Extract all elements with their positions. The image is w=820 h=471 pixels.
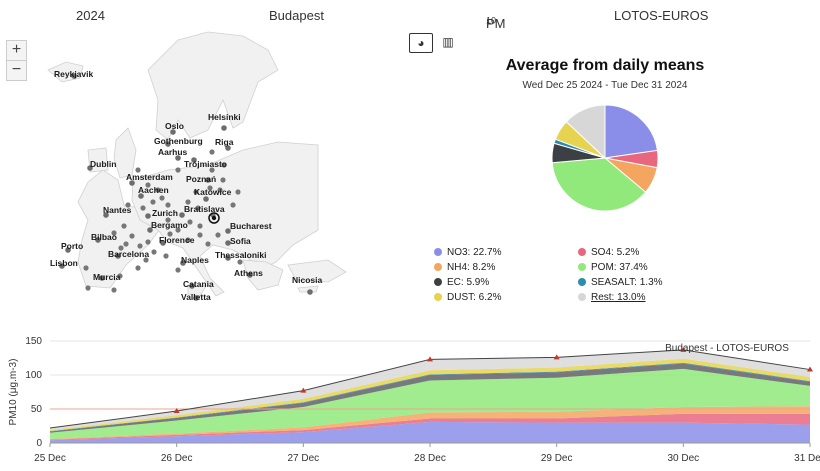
area-chart-title: Budapest - LOTOS-EUROS	[665, 343, 789, 354]
legend-label: NO3: 22.7%	[447, 247, 502, 258]
city-label[interactable]: Catania	[183, 279, 214, 289]
total-marker[interactable]	[173, 408, 180, 414]
city-label[interactable]: Poznań	[186, 174, 216, 184]
total-marker[interactable]	[427, 356, 433, 362]
legend-item[interactable]: SEASALT: 1.3%	[578, 277, 663, 288]
total-marker[interactable]	[553, 354, 560, 360]
city-label[interactable]: Bilbao	[91, 232, 117, 242]
city-label[interactable]: Aachen	[138, 185, 169, 195]
city-label[interactable]: Murcia	[93, 272, 121, 282]
legend-label: POM: 37.4%	[591, 262, 648, 273]
zoom-out-button[interactable]: −	[6, 60, 27, 81]
y-axis-label: PM10 (μg.m-3)	[8, 359, 19, 426]
legend-label: EC: 5.9%	[447, 277, 490, 288]
city-label[interactable]: Reykjavik	[54, 69, 93, 79]
city-label[interactable]: Budapest	[269, 8, 324, 23]
x-tick-label: 26 Dec	[161, 453, 193, 464]
city-label[interactable]: Valletta	[181, 292, 211, 302]
city-label[interactable]: Florence	[159, 235, 195, 245]
pie-slice-rest[interactable]	[565, 104, 606, 160]
legend-item[interactable]: NH4: 8.2%	[434, 262, 495, 273]
total-marker[interactable]	[300, 387, 307, 393]
city-label[interactable]: Dublin	[90, 159, 116, 169]
city-label[interactable]: Nantes	[103, 205, 132, 215]
legend-label: Rest: 13.0%	[591, 292, 646, 303]
pollutant-name: PM	[486, 16, 506, 31]
x-tick-label: 30 Dec	[667, 453, 699, 464]
pollutant-subscript: 10	[486, 15, 497, 26]
legend-item[interactable]: SO4: 5.2%	[578, 247, 639, 258]
city-label[interactable]: Helsinki	[208, 112, 241, 122]
city-label[interactable]: Aarhus	[158, 147, 188, 157]
y-tick-label: 150	[25, 336, 42, 347]
y-tick-label: 0	[36, 438, 42, 449]
legend-item[interactable]: Rest: 13.0%	[578, 292, 645, 303]
city-label[interactable]: Sofia	[230, 236, 251, 246]
year-label[interactable]: 2024	[76, 8, 105, 23]
city-label[interactable]: Oslo	[165, 121, 184, 131]
area-series-dust[interactable]	[50, 358, 810, 432]
city-label[interactable]: Katowice	[194, 187, 232, 197]
city-label[interactable]: Lisbon	[50, 258, 78, 268]
pie-title: Average from daily means	[505, 57, 705, 74]
city-label[interactable]: Bergamo	[151, 220, 188, 230]
y-tick-label: 100	[25, 370, 42, 381]
legend-label: DUST: 6.2%	[447, 292, 502, 303]
legend-label: SO4: 5.2%	[591, 247, 640, 258]
city-label[interactable]: Gothenburg	[154, 136, 203, 146]
pie-slice-pom[interactable]	[551, 157, 647, 212]
area-series-no3[interactable]	[50, 421, 810, 443]
x-tick-label: 25 Dec	[34, 453, 66, 464]
city-label[interactable]: Bucharest	[230, 221, 272, 231]
x-tick-label: 28 Dec	[414, 453, 446, 464]
pie-chart	[551, 104, 659, 212]
area-series-pom[interactable]	[50, 368, 810, 439]
total-marker[interactable]	[807, 366, 813, 372]
legend-label: SEASALT: 1.3%	[591, 277, 663, 288]
pie-subtitle: Wed Dec 25 2024 - Tue Dec 31 2024	[522, 80, 688, 91]
city-label[interactable]: Bratislava	[184, 204, 225, 214]
legend-label: NH4: 8.2%	[447, 262, 496, 273]
area-series-so4[interactable]	[50, 413, 810, 441]
legend-item[interactable]: POM: 37.4%	[578, 262, 648, 273]
city-label[interactable]: Nicosia	[292, 275, 323, 285]
y-tick-label: 50	[31, 404, 43, 415]
city-label[interactable]: Thessaloniki	[215, 250, 267, 260]
legend-item[interactable]: NO3: 22.7%	[434, 247, 501, 258]
x-tick-label: 27 Dec	[287, 453, 319, 464]
zoom-in-button[interactable]: +	[6, 40, 27, 61]
bar-chart-icon[interactable]: ▥	[442, 35, 454, 49]
pie-slice-no3[interactable]	[604, 104, 659, 159]
area-chart: 0 50 100 150 25 Dec 26 Dec 27 Dec 28 Dec 29 Dec 3…	[8, 336, 820, 464]
pie-chart-icon[interactable]: ◕	[409, 33, 433, 53]
city-label[interactable]: Athens	[234, 268, 263, 278]
model-label[interactable]: LOTOS-EUROS	[614, 8, 709, 23]
x-tick-label: 31 Dec	[794, 453, 820, 464]
pollutant-label[interactable]: PM 10	[486, 8, 506, 31]
europe-map[interactable]: Reykjavik Helsinki Oslo Riga GothenburgAarhu…	[28, 30, 348, 310]
city-label[interactable]: Porto	[61, 241, 83, 251]
selected-city-marker[interactable]	[208, 212, 220, 224]
area-series-nh4[interactable]	[50, 406, 810, 440]
legend-item[interactable]: DUST: 6.2%	[434, 292, 501, 303]
city-label[interactable]: Trójmiasto	[184, 159, 227, 169]
city-label[interactable]: Zurich	[152, 208, 178, 218]
city-label[interactable]: Riga	[215, 137, 234, 147]
total-marker[interactable]	[680, 346, 687, 352]
area-series-ec[interactable]	[50, 363, 810, 433]
city-label[interactable]: Naples	[181, 255, 209, 265]
city-label[interactable]: Amsterdam	[126, 172, 173, 182]
legend-item[interactable]: EC: 5.9%	[434, 277, 489, 288]
header-bar: 2024 Budapest PM 10 LOTOS-EUROS	[0, 0, 820, 31]
x-tick-label: 29 Dec	[541, 453, 573, 464]
city-label[interactable]: Barcelona	[108, 249, 149, 259]
